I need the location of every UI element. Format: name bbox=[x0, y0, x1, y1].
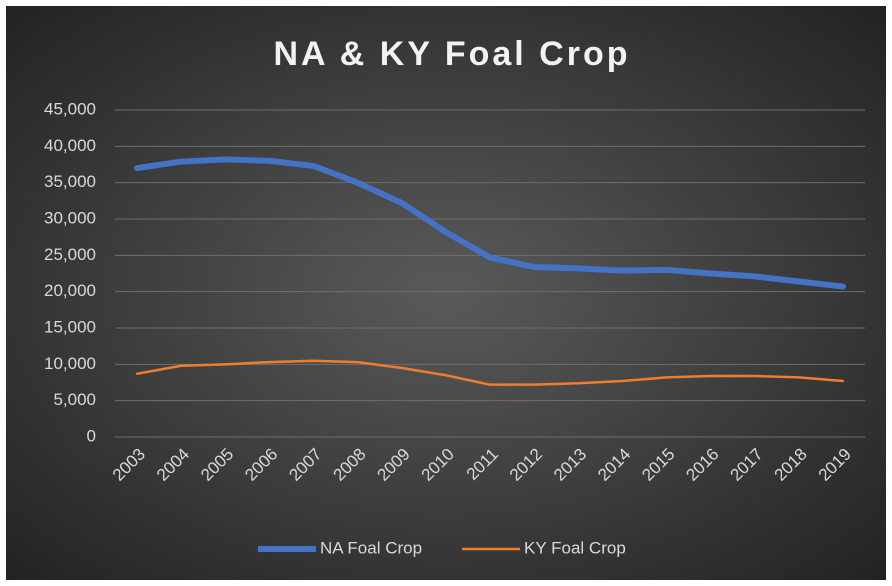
y-tick-label: 25,000 bbox=[44, 245, 96, 264]
y-tick-label: 15,000 bbox=[44, 317, 96, 336]
legend-label: KY Foal Crop bbox=[524, 538, 626, 557]
legend-label: NA Foal Crop bbox=[320, 538, 422, 557]
y-tick-label: 20,000 bbox=[44, 281, 96, 300]
background bbox=[6, 6, 886, 580]
data-line bbox=[134, 156, 846, 290]
y-tick-label: 45,000 bbox=[44, 99, 96, 118]
chart-title: NA & KY Foal Crop bbox=[273, 35, 630, 73]
y-tick-label: 35,000 bbox=[44, 172, 96, 191]
y-tick-label: 0 bbox=[87, 426, 96, 445]
y-tick-label: 10,000 bbox=[44, 354, 96, 373]
y-tick-label: 40,000 bbox=[44, 136, 96, 155]
y-tick-label: 30,000 bbox=[44, 208, 96, 227]
data-line bbox=[135, 359, 845, 386]
y-tick-label: 5,000 bbox=[53, 390, 96, 409]
